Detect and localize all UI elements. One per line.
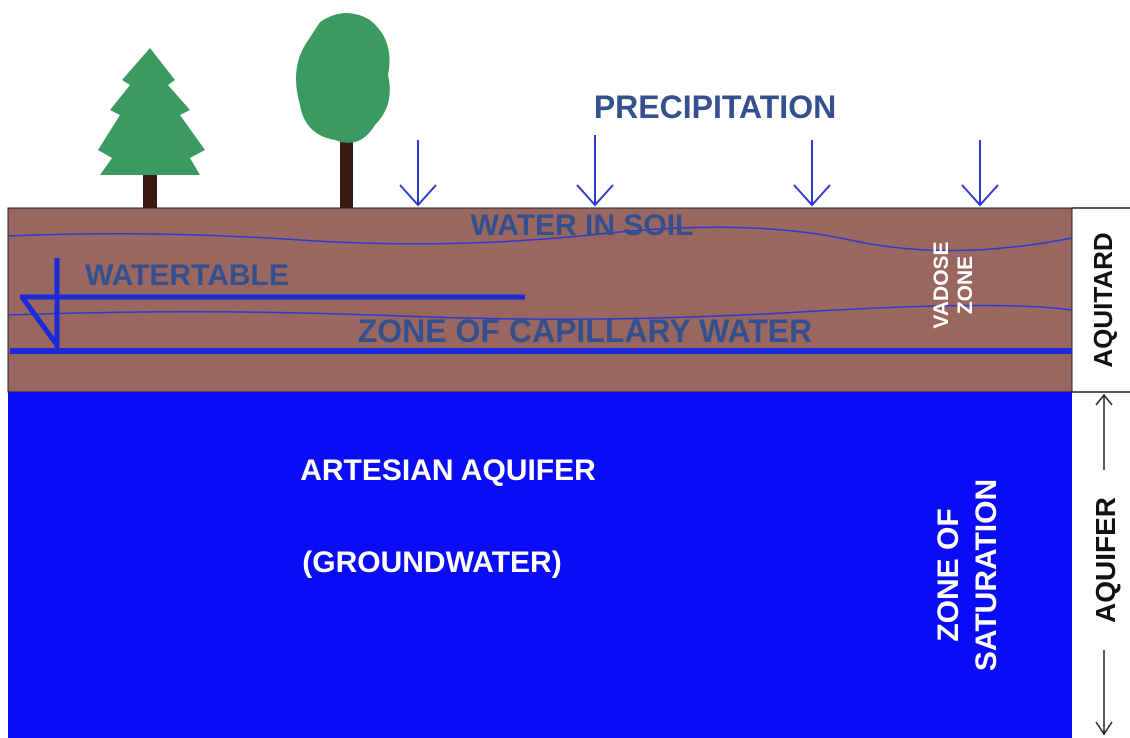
capillary-label: ZONE OF CAPILLARY WATER <box>358 313 813 349</box>
aquifer-label: AQUIFER <box>1090 497 1121 623</box>
saturation-label: ZONE OF <box>932 508 965 641</box>
water-in-soil-label: WATER IN SOIL <box>471 209 694 242</box>
precipitation-label: PRECIPITATION <box>594 89 836 125</box>
evergreen-tree <box>98 48 205 208</box>
vadose-label: ZONE <box>954 256 977 314</box>
artesian-label: ARTESIAN AQUIFER <box>300 454 596 487</box>
saturation-label: SATURATION <box>970 479 1003 671</box>
rain-arrows <box>400 135 998 205</box>
diagram: PRECIPITATION WATER IN SOIL WATERTABLE Z… <box>0 0 1130 738</box>
aquitard-label: AQUITARD <box>1088 232 1118 367</box>
groundwater-label: (GROUNDWATER) <box>302 546 561 579</box>
deciduous-tree <box>296 13 390 208</box>
vadose-label: VADOSE <box>930 241 953 328</box>
watertable-label: WATERTABLE <box>85 259 289 292</box>
